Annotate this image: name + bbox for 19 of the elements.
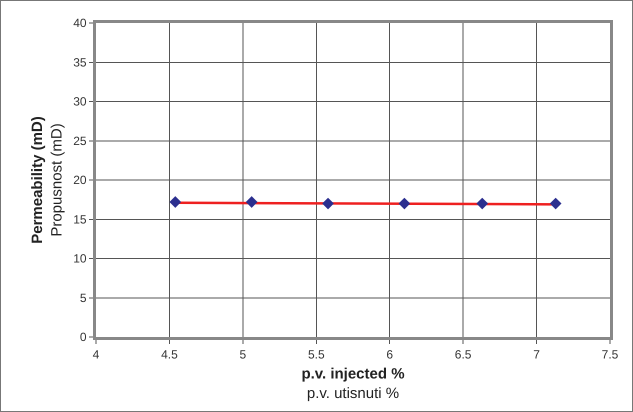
x-tick-label: 4 bbox=[92, 347, 100, 362]
y-tick-label: 15 bbox=[73, 212, 87, 226]
x-tick-label: 6 bbox=[386, 347, 394, 362]
y-tick-label: 5 bbox=[80, 290, 87, 305]
y-tick-label: 30 bbox=[73, 94, 87, 109]
y-tick-label: 35 bbox=[73, 55, 87, 70]
x-tick-label: 5 bbox=[240, 347, 247, 362]
y-tick-label: 20 bbox=[73, 173, 87, 188]
y-tick-label: 10 bbox=[73, 252, 87, 266]
y-tick-label: 25 bbox=[73, 134, 87, 148]
y-tick-label: 40 bbox=[73, 16, 87, 30]
x-tick-label: 7 bbox=[533, 347, 540, 362]
x-tick-label: 7.5 bbox=[602, 347, 619, 362]
x-tick-label: 4.5 bbox=[161, 347, 178, 362]
x-tick-label: 5.5 bbox=[308, 347, 325, 362]
x-axis-title: p.v. injected % p.v. utisnuti % bbox=[301, 365, 405, 402]
x-tick-label: 6.5 bbox=[454, 347, 472, 362]
y-tick-label: 0 bbox=[80, 330, 87, 344]
y-axis-title: Permeability (mD) Propusnost (mD) bbox=[28, 116, 66, 244]
